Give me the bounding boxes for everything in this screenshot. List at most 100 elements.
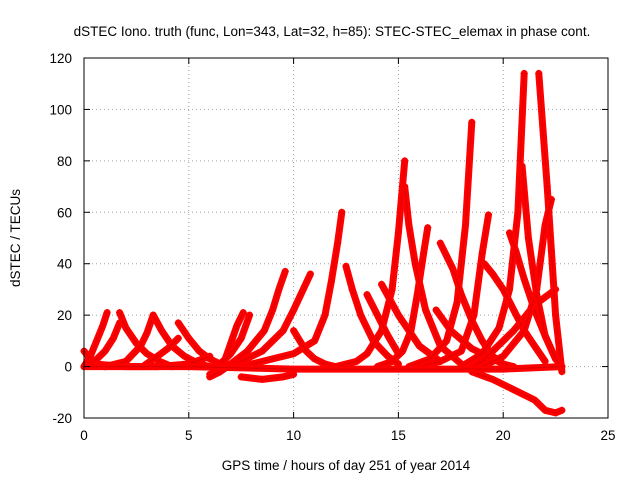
data-point xyxy=(388,357,396,365)
data-point xyxy=(539,126,547,134)
plot-frame xyxy=(83,57,609,419)
data-point xyxy=(489,270,497,278)
data-point xyxy=(535,69,543,77)
series-line-core xyxy=(408,122,473,368)
data-point xyxy=(388,285,396,293)
data-point xyxy=(443,337,451,345)
data-point xyxy=(510,306,518,314)
data-point xyxy=(306,270,314,278)
data-point xyxy=(510,327,518,335)
data-point xyxy=(558,363,566,371)
data-point xyxy=(149,311,157,319)
data-point xyxy=(485,211,493,219)
series-line-core xyxy=(521,165,563,367)
series-arc15 xyxy=(237,370,298,383)
series-line-core xyxy=(142,337,179,368)
data-point xyxy=(237,334,245,342)
y-tick-label: 100 xyxy=(49,102,72,117)
data-point xyxy=(478,350,486,358)
data-point xyxy=(206,373,214,381)
data-point xyxy=(334,239,342,247)
series-line-core xyxy=(460,73,525,368)
data-point xyxy=(510,386,518,394)
data-point xyxy=(547,195,555,203)
data-point xyxy=(185,363,193,371)
data-point xyxy=(269,306,277,314)
data-point xyxy=(116,309,124,317)
data-point xyxy=(227,350,235,358)
data-point xyxy=(520,327,528,335)
series-line-core xyxy=(230,212,343,368)
data-point xyxy=(227,339,235,347)
x-axis-label: GPS time / hours of day 251 of year 2014 xyxy=(222,458,471,473)
data-point xyxy=(422,306,430,314)
axis-ticks: 0 5 10 15 20 25 -20 0 20 40 60 80 100 120 xyxy=(49,51,615,443)
data-point xyxy=(281,267,289,275)
data-point xyxy=(547,247,555,255)
data-point xyxy=(143,329,151,337)
y-axis-label: dSTEC / TECUs xyxy=(8,189,23,287)
data-point xyxy=(311,337,319,345)
data-point xyxy=(174,334,182,342)
data-point xyxy=(352,357,360,365)
series-line xyxy=(415,211,492,371)
data-point xyxy=(258,347,266,355)
data-point xyxy=(237,373,245,381)
data-point xyxy=(384,332,392,340)
data-point xyxy=(520,275,528,283)
data-point xyxy=(541,406,549,414)
data-point xyxy=(93,337,101,345)
series-arc32 xyxy=(478,195,555,371)
data-point xyxy=(260,327,268,335)
data-point xyxy=(185,334,193,342)
data-point xyxy=(101,347,109,355)
data-point xyxy=(401,157,409,165)
data-point xyxy=(468,345,476,353)
data-point xyxy=(373,311,381,319)
data-point xyxy=(499,285,507,293)
data-point xyxy=(447,327,455,335)
series-line-core xyxy=(366,294,399,355)
data-point xyxy=(512,247,520,255)
data-point xyxy=(411,260,419,268)
series-line-core xyxy=(381,284,441,362)
data-point xyxy=(181,352,189,360)
data-point xyxy=(195,347,203,355)
data-point xyxy=(363,350,371,358)
data-point xyxy=(99,321,107,329)
data-point xyxy=(206,352,214,360)
data-point xyxy=(342,262,350,270)
data-point xyxy=(453,298,461,306)
y-tick-label: 120 xyxy=(49,51,72,66)
data-point xyxy=(457,347,465,355)
data-point xyxy=(338,208,346,216)
series-arc14 xyxy=(227,208,346,371)
series-line-core xyxy=(345,266,399,365)
series-layer xyxy=(80,69,566,417)
y-tick-label: 20 xyxy=(57,308,72,323)
data-point xyxy=(495,324,503,332)
series-arc28 xyxy=(457,69,528,371)
data-point xyxy=(505,229,513,237)
series-line-core xyxy=(481,199,552,368)
data-point xyxy=(541,221,549,229)
y-tick-label: -20 xyxy=(52,411,72,426)
data-point xyxy=(405,221,413,229)
data-point xyxy=(290,350,298,358)
data-point xyxy=(541,332,549,340)
data-point xyxy=(552,311,560,319)
x-tick-label: 0 xyxy=(80,428,88,443)
data-point xyxy=(543,183,551,191)
series-arc22 xyxy=(378,280,444,365)
data-point xyxy=(348,285,356,293)
data-point xyxy=(541,357,549,365)
series-line-core xyxy=(241,373,294,381)
y-tick-label: 40 xyxy=(57,257,72,272)
data-point xyxy=(520,69,528,77)
data-point xyxy=(531,396,539,404)
data-point xyxy=(311,355,319,363)
data-point xyxy=(415,342,423,350)
data-point xyxy=(436,357,444,365)
y-tick-label: 80 xyxy=(57,154,72,169)
